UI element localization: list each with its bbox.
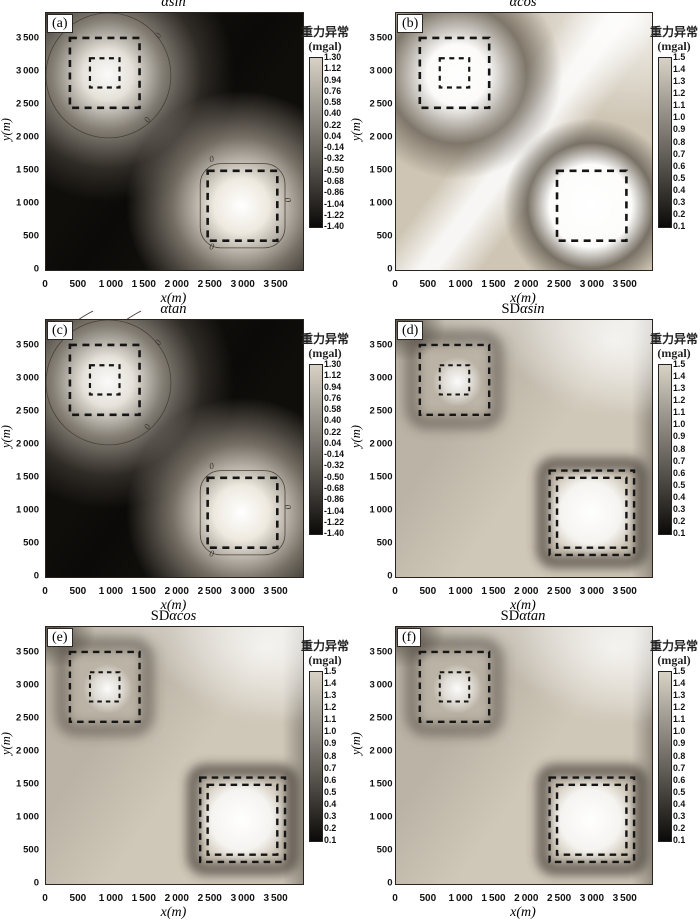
- svg-text:0: 0: [208, 460, 215, 471]
- svg-text:0: 0: [142, 115, 153, 124]
- svg-text:0: 0: [208, 153, 215, 164]
- svg-text:0: 0: [153, 31, 164, 40]
- svg-text:0: 0: [142, 422, 153, 431]
- svg-text:0: 0: [283, 504, 294, 511]
- svg-text:0: 0: [153, 338, 164, 347]
- svg-text:0: 0: [283, 197, 294, 204]
